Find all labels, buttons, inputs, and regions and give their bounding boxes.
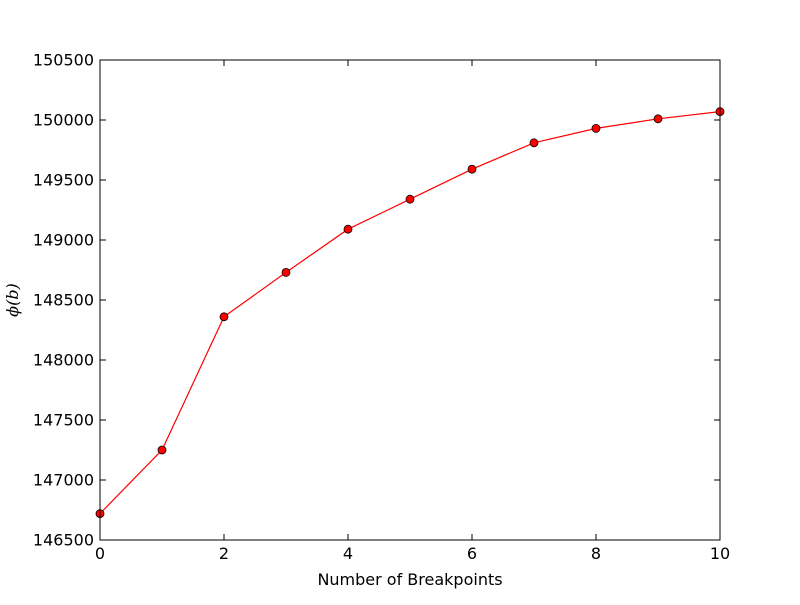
y-tick-label: 150500 xyxy=(33,51,94,70)
y-tick-label: 150000 xyxy=(33,111,94,130)
y-tick-label: 149000 xyxy=(33,231,94,250)
y-tick-label: 147500 xyxy=(33,411,94,430)
x-tick-label: 10 xyxy=(710,544,730,563)
plot-area xyxy=(100,60,720,540)
y-tick-label: 146500 xyxy=(33,531,94,550)
data-point xyxy=(157,445,167,455)
series xyxy=(95,107,725,518)
data-point xyxy=(467,164,477,174)
y-tick-label: 148500 xyxy=(33,291,94,310)
data-point xyxy=(405,194,415,204)
y-axis-label: ϕ(b) xyxy=(3,283,22,317)
data-point xyxy=(281,267,291,277)
data-point xyxy=(653,114,663,124)
ticks: 0 2 4 6 8 10 146500 147000 147500 148000 148500 149… xyxy=(33,51,730,564)
x-tick-label: 8 xyxy=(591,544,601,563)
data-point xyxy=(529,138,539,148)
y-tick-label: 147000 xyxy=(33,471,94,490)
x-tick-label: 0 xyxy=(95,544,105,563)
data-point xyxy=(591,123,601,133)
y-tick-label: 148000 xyxy=(33,351,94,370)
x-tick-label: 2 xyxy=(219,544,229,563)
x-tick-label: 4 xyxy=(343,544,353,563)
data-point xyxy=(219,312,229,322)
x-axis-label: Number of Breakpoints xyxy=(317,570,502,589)
x-tick-label: 6 xyxy=(467,544,477,563)
plot-frame xyxy=(99,59,721,541)
data-point xyxy=(343,224,353,234)
y-tick-label: 149500 xyxy=(33,171,94,190)
